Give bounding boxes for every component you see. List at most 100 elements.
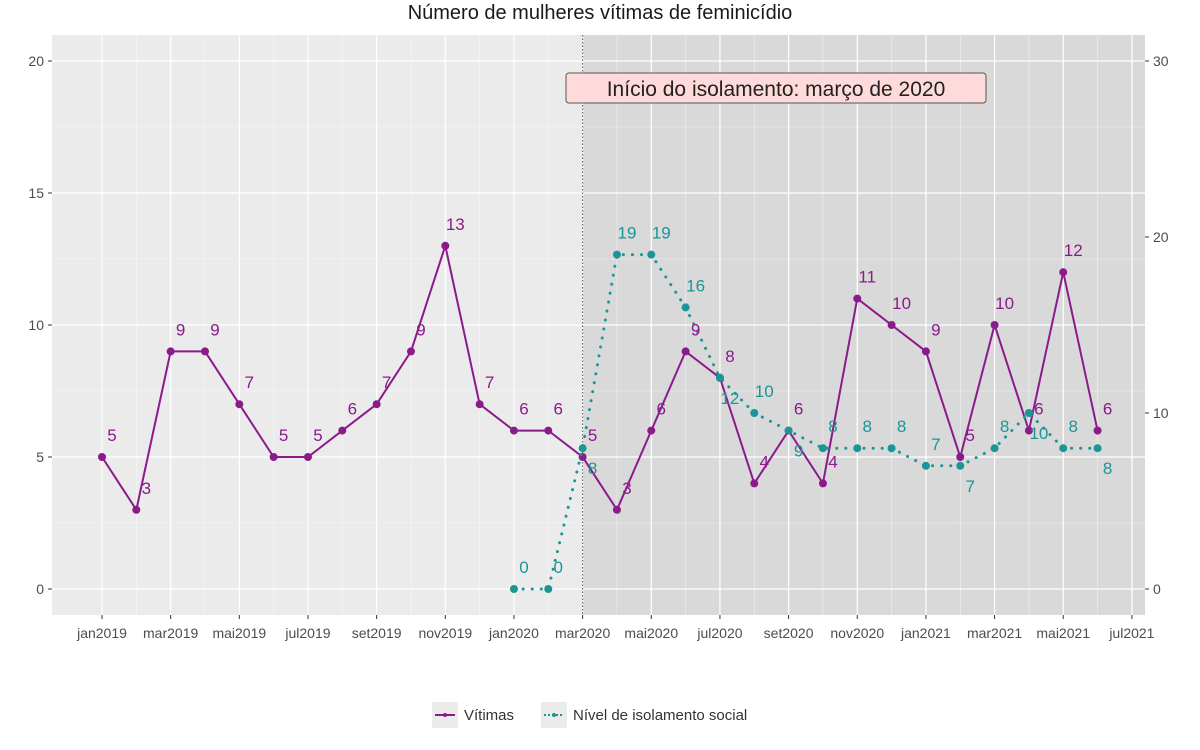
data-label: 6 bbox=[348, 400, 357, 419]
data-label: 6 bbox=[519, 400, 528, 419]
data-point bbox=[647, 426, 656, 435]
data-point bbox=[921, 347, 930, 356]
data-label: 16 bbox=[686, 276, 705, 295]
data-label: 19 bbox=[652, 224, 671, 243]
data-point bbox=[956, 453, 965, 461]
data-point bbox=[818, 479, 827, 488]
data-labels: 5 3 9 9 7 5 5 6 7 9 13 7 6 6 5 3 6 9 8 4 6 4 11 10 9 5 10 6 12 6 0 0 8 19… bbox=[107, 215, 1112, 577]
data-point bbox=[818, 444, 827, 453]
data-label: 9 bbox=[176, 320, 185, 339]
data-point bbox=[1024, 426, 1033, 435]
data-point bbox=[578, 444, 587, 453]
data-label: 10 bbox=[1029, 424, 1048, 443]
data-point bbox=[372, 400, 381, 409]
y-left-tick-label: 0 bbox=[36, 581, 44, 597]
x-tick-label: jan2019 bbox=[76, 625, 127, 641]
data-label: 6 bbox=[794, 400, 803, 419]
legend-label-isolamento: Nível de isolamento social bbox=[573, 707, 747, 724]
data-label: 0 bbox=[554, 558, 563, 577]
data-label: 8 bbox=[897, 417, 906, 436]
data-point bbox=[1059, 444, 1068, 453]
data-label: 5 bbox=[966, 426, 975, 445]
data-point bbox=[98, 453, 106, 461]
legend-point-vitimas bbox=[443, 713, 447, 717]
data-point bbox=[1093, 444, 1102, 453]
data-label: 8 bbox=[588, 459, 597, 478]
annotation-box bbox=[565, 72, 987, 104]
data-label: 4 bbox=[760, 452, 769, 471]
data-point bbox=[612, 505, 621, 514]
data-point bbox=[509, 426, 518, 435]
data-label: 9 bbox=[210, 320, 219, 339]
data-point bbox=[544, 585, 553, 593]
data-point bbox=[990, 321, 999, 329]
data-label: 8 bbox=[1069, 417, 1078, 436]
data-point bbox=[715, 373, 724, 382]
data-point bbox=[921, 461, 930, 470]
x-tick-label: mar2021 bbox=[967, 625, 1022, 641]
data-label: 5 bbox=[279, 426, 288, 445]
data-label: 12 bbox=[1064, 241, 1083, 260]
data-label: 7 bbox=[245, 373, 254, 392]
data-label: 10 bbox=[755, 382, 774, 401]
data-point bbox=[132, 505, 141, 514]
data-point bbox=[750, 479, 759, 488]
data-point bbox=[441, 241, 450, 250]
annotation-text: Início do isolamento: março de 2020 bbox=[607, 78, 946, 101]
data-label: 12 bbox=[720, 389, 739, 408]
series-line-vitimas bbox=[101, 241, 1099, 513]
x-tick-label: nov2020 bbox=[830, 625, 884, 641]
data-label: 9 bbox=[931, 320, 940, 339]
data-point bbox=[647, 250, 656, 259]
data-label: 7 bbox=[966, 477, 975, 496]
data-point bbox=[303, 453, 312, 461]
data-point bbox=[338, 426, 347, 435]
data-point bbox=[887, 321, 896, 329]
data-point bbox=[612, 250, 621, 259]
x-tick-label: mar2019 bbox=[143, 625, 198, 641]
data-point bbox=[853, 294, 862, 303]
y-right-tick-label: 10 bbox=[1153, 405, 1169, 421]
x-tick-label: mai2019 bbox=[212, 625, 266, 641]
data-label: 19 bbox=[617, 224, 636, 243]
data-label: 6 bbox=[1103, 400, 1112, 419]
data-label: 7 bbox=[382, 373, 391, 392]
data-label: 10 bbox=[995, 294, 1014, 313]
data-label: 9 bbox=[416, 320, 425, 339]
data-label: 6 bbox=[1034, 400, 1043, 419]
data-label: 9 bbox=[691, 320, 700, 339]
data-label: 5 bbox=[588, 426, 597, 445]
data-point bbox=[681, 347, 690, 356]
legend-point-isolamento bbox=[552, 713, 556, 717]
data-label: 3 bbox=[142, 479, 151, 498]
x-tick-label: jul2019 bbox=[284, 625, 330, 641]
chart-title: Número de mulheres vítimas de feminicídi… bbox=[408, 2, 793, 24]
data-label: 10 bbox=[892, 294, 911, 313]
data-point bbox=[990, 444, 999, 453]
data-point bbox=[1059, 268, 1068, 277]
data-label: 8 bbox=[1103, 459, 1112, 478]
x-tick-label: jan2020 bbox=[488, 625, 539, 641]
data-point bbox=[956, 461, 965, 470]
y-left-tick-label: 20 bbox=[28, 53, 44, 69]
y-left-tick-label: 10 bbox=[28, 317, 44, 333]
data-point bbox=[887, 444, 896, 453]
y-right-tick-label: 30 bbox=[1153, 53, 1169, 69]
x-tick-label: mai2020 bbox=[624, 625, 678, 641]
data-label: 0 bbox=[519, 558, 528, 577]
data-label: 5 bbox=[107, 426, 116, 445]
data-label: 8 bbox=[725, 347, 734, 366]
data-label: 7 bbox=[931, 435, 940, 454]
legend: Vítimas Nível de isolamento social bbox=[432, 702, 747, 728]
x-tick-label: nov2019 bbox=[418, 625, 472, 641]
data-label: 3 bbox=[622, 479, 631, 498]
data-point bbox=[509, 585, 518, 593]
x-tick-label: set2019 bbox=[352, 625, 402, 641]
data-point bbox=[750, 409, 759, 417]
data-label: 13 bbox=[446, 215, 465, 234]
data-point bbox=[269, 453, 278, 461]
data-label: 5 bbox=[313, 426, 322, 445]
data-label: 8 bbox=[1000, 417, 1009, 436]
